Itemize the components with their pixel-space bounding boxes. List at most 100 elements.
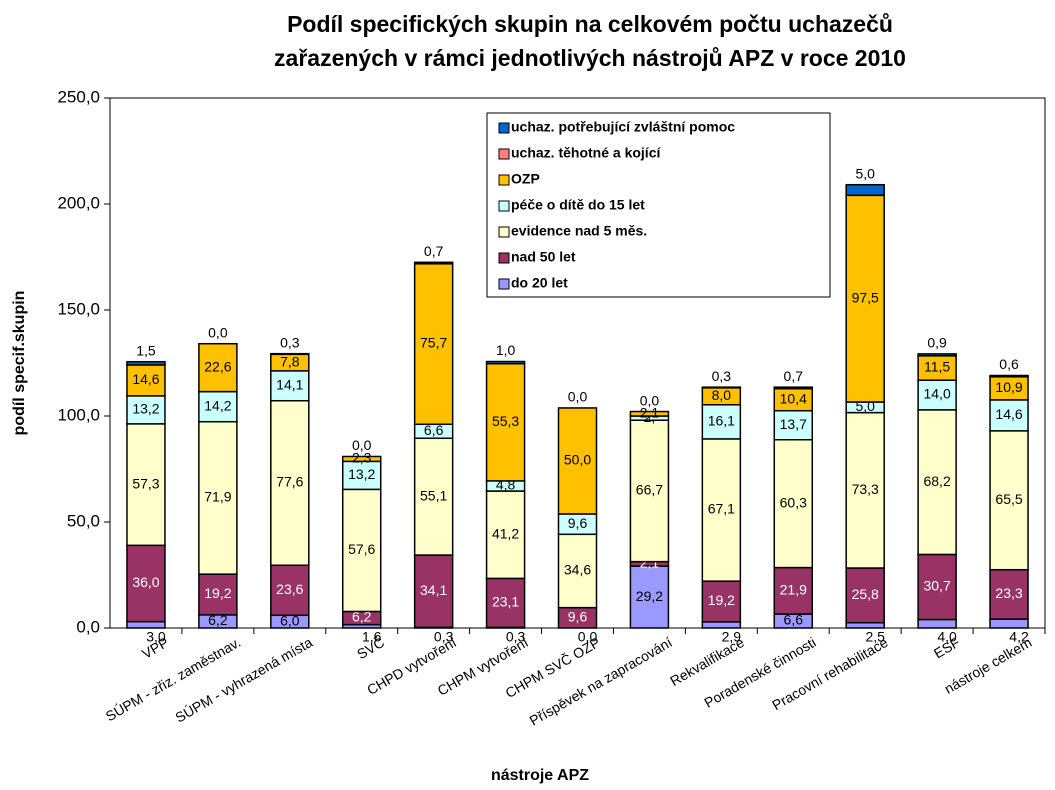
legend-label: evidence nad 5 měs.: [511, 223, 647, 239]
bar-segment: [917, 355, 957, 381]
bar-segment: [485, 360, 526, 365]
data-label: 55,1: [420, 487, 447, 503]
x-tick-label: Pracovní rehabilitace: [769, 634, 890, 713]
legend-label: uchaz. těhotné a kojící: [511, 145, 661, 161]
bar-segment: [485, 490, 526, 580]
bar-segment: [413, 261, 454, 265]
data-label: 10,4: [780, 390, 807, 406]
legend-swatch: [498, 200, 510, 212]
legend-label: OZP: [511, 171, 540, 187]
bar-segment: [845, 194, 885, 403]
y-tick-label: 250,0: [57, 87, 100, 106]
bar-segment: [270, 399, 310, 566]
bar-segment: [989, 399, 1029, 432]
chart-title: Podíl specifických skupin na celkovém po…: [287, 11, 893, 37]
data-label: 1,6: [362, 629, 382, 645]
data-label: 50,0: [564, 452, 591, 468]
data-label: 1,5: [136, 342, 156, 358]
bar-segment: [773, 566, 814, 615]
data-label: 57,3: [132, 475, 159, 491]
bar-segment: [845, 183, 885, 197]
bar-segment: [989, 618, 1029, 629]
bar-segment: [701, 404, 742, 440]
data-label: 75,7: [420, 335, 447, 351]
data-label: 6,2: [208, 612, 228, 628]
bar-segment: [198, 342, 238, 393]
y-tick-label: 150,0: [57, 299, 100, 318]
data-label: 23,6: [276, 581, 303, 597]
chart-title: zařazených v rámci jednotlivých nástrojů…: [274, 45, 906, 71]
data-label: 25,8: [852, 586, 879, 602]
data-label: 34,6: [564, 562, 591, 578]
bar-segment: [126, 423, 166, 547]
data-label: 97,5: [852, 289, 879, 305]
bar-segment: [557, 533, 598, 609]
data-label: 41,2: [492, 525, 519, 541]
data-label: 14,0: [923, 386, 950, 402]
bar-segment: [198, 573, 238, 616]
y-tick-label: 200,0: [57, 193, 100, 212]
data-label: 5,0: [855, 165, 875, 181]
data-label: 21,9: [780, 581, 807, 597]
bar-segment: [629, 410, 670, 417]
data-label: 9,6: [568, 609, 588, 625]
bar-segment: [413, 263, 454, 426]
bar-segment: [270, 370, 310, 402]
bar-segment: [126, 364, 166, 397]
data-label: 6,0: [280, 612, 300, 628]
data-label: 6,6: [784, 612, 804, 628]
data-label: 2,9: [722, 629, 742, 645]
data-label: 2,: [644, 409, 656, 425]
data-label: 0,6: [999, 356, 1019, 372]
bar-segment: [341, 455, 382, 463]
legend-swatch: [498, 174, 510, 186]
y-tick-label: 50,0: [67, 511, 100, 530]
data-label: 1,0: [496, 342, 516, 358]
data-label: 3,0: [146, 629, 166, 645]
bar-segment: [773, 438, 814, 569]
data-label: 14,6: [995, 406, 1022, 422]
data-label: 77,6: [276, 474, 303, 490]
data-label: 19,2: [204, 585, 231, 601]
data-label: 34,1: [420, 582, 447, 598]
data-label: 10,9: [995, 379, 1022, 395]
bar-segment: [917, 379, 957, 411]
bar-segment: [989, 568, 1029, 620]
data-label: 2,5: [865, 629, 885, 645]
x-axis-label: nástroje APZ: [491, 767, 589, 784]
data-label: 13,7: [780, 416, 807, 432]
bar-segment: [989, 374, 1029, 378]
x-tick-label: SÚPM - vyhrazená místa: [172, 634, 315, 726]
bar-segment: [989, 430, 1029, 571]
legend-label: péče o dítě do 15 let: [511, 197, 645, 213]
legend-label: do 20 let: [511, 275, 568, 291]
bar-segment: [629, 419, 670, 563]
data-label: 14,2: [204, 397, 231, 413]
bar-segment: [198, 420, 238, 575]
bar-segment: [126, 395, 166, 425]
bar-segment: [701, 386, 742, 389]
legend-label: uchaz. potřebující zvláštní pomoc: [511, 119, 735, 135]
data-label: 0,0: [578, 629, 598, 645]
bar-segment: [917, 618, 957, 629]
bar-segment: [701, 580, 742, 623]
bar-segment: [845, 411, 885, 569]
data-label: 6,6: [424, 422, 444, 438]
data-label: 0,3: [280, 334, 300, 350]
legend: [486, 112, 831, 298]
bar-segment: [917, 409, 957, 556]
data-label: 67,1: [708, 501, 735, 517]
legend-label: nad 50 let: [511, 249, 576, 265]
data-label: 0,0: [640, 392, 660, 408]
data-label: 29,2: [636, 588, 663, 604]
y-axis-label: podíl specif.skupin: [11, 291, 28, 436]
data-label: 11,5: [924, 359, 950, 375]
data-label: 0,9: [927, 335, 947, 351]
data-label: 4,2: [1009, 629, 1029, 645]
bar-segment: [701, 438, 742, 582]
data-label: 55,3: [492, 413, 519, 429]
data-label: 22,6: [204, 358, 231, 374]
data-label: 2,3: [352, 450, 372, 466]
bar-segment: [773, 386, 814, 390]
